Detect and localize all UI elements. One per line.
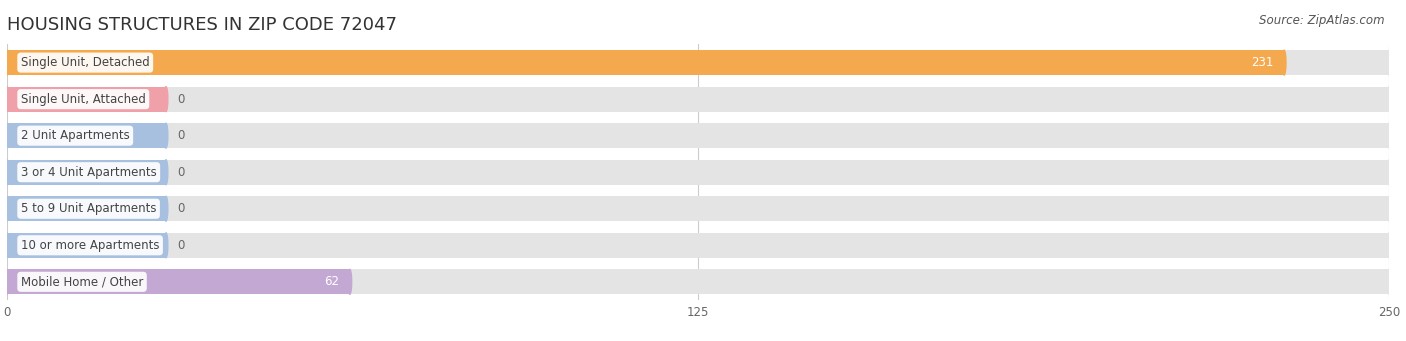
Text: 0: 0 [177, 166, 184, 179]
Circle shape [6, 269, 8, 294]
Circle shape [6, 50, 8, 75]
Circle shape [165, 87, 167, 112]
Text: Single Unit, Attached: Single Unit, Attached [21, 93, 146, 106]
Circle shape [6, 87, 8, 112]
Text: 62: 62 [323, 275, 339, 288]
Text: 0: 0 [177, 202, 184, 215]
Circle shape [6, 196, 8, 221]
Circle shape [6, 233, 8, 258]
Circle shape [165, 123, 167, 148]
Circle shape [347, 269, 352, 294]
Text: Source: ZipAtlas.com: Source: ZipAtlas.com [1260, 14, 1385, 27]
Text: 10 or more Apartments: 10 or more Apartments [21, 239, 159, 252]
Bar [7, 123, 166, 148]
Text: 0: 0 [177, 239, 184, 252]
Bar [7, 160, 1389, 184]
Text: 0: 0 [177, 93, 184, 106]
Bar [7, 87, 166, 112]
Circle shape [1388, 87, 1391, 112]
Bar [7, 196, 166, 221]
Text: HOUSING STRUCTURES IN ZIP CODE 72047: HOUSING STRUCTURES IN ZIP CODE 72047 [7, 16, 396, 34]
Bar [7, 196, 1389, 221]
Circle shape [1282, 50, 1286, 75]
Text: 5 to 9 Unit Apartments: 5 to 9 Unit Apartments [21, 202, 156, 215]
Text: Mobile Home / Other: Mobile Home / Other [21, 275, 143, 288]
Circle shape [6, 123, 8, 148]
Circle shape [1388, 233, 1391, 258]
Circle shape [165, 233, 167, 258]
Circle shape [6, 160, 8, 184]
Bar [7, 233, 1389, 258]
Bar [7, 50, 1284, 75]
Circle shape [6, 50, 8, 75]
Text: Single Unit, Detached: Single Unit, Detached [21, 56, 149, 69]
Bar [7, 269, 1389, 294]
Circle shape [165, 160, 167, 184]
Circle shape [6, 269, 8, 294]
Circle shape [1388, 196, 1391, 221]
Bar [7, 269, 350, 294]
Circle shape [1388, 160, 1391, 184]
Bar [7, 50, 1389, 75]
Text: 2 Unit Apartments: 2 Unit Apartments [21, 129, 129, 142]
Circle shape [1388, 50, 1391, 75]
Circle shape [6, 160, 8, 184]
Circle shape [1388, 269, 1391, 294]
Circle shape [6, 233, 8, 258]
Text: 0: 0 [177, 129, 184, 142]
Circle shape [6, 87, 8, 112]
Circle shape [6, 196, 8, 221]
Text: 3 or 4 Unit Apartments: 3 or 4 Unit Apartments [21, 166, 156, 179]
Bar [7, 123, 1389, 148]
Circle shape [165, 196, 167, 221]
Bar [7, 233, 166, 258]
Circle shape [1388, 123, 1391, 148]
Bar [7, 160, 166, 184]
Bar [7, 87, 1389, 112]
Circle shape [6, 123, 8, 148]
Text: 231: 231 [1251, 56, 1272, 69]
